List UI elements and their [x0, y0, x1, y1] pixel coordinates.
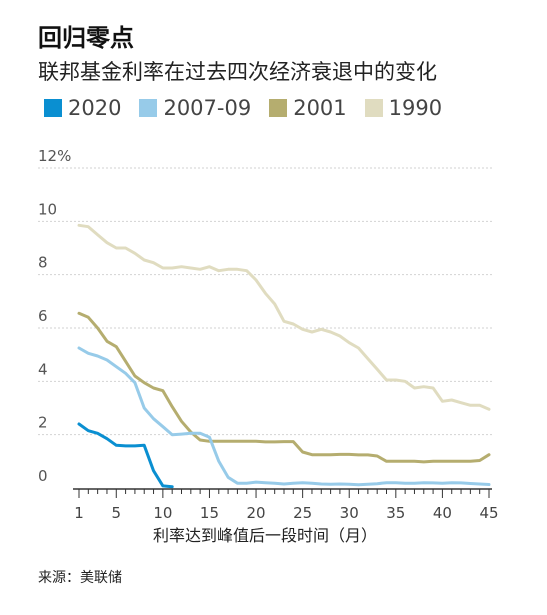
legend-label-2007-09: 2007-09 — [163, 96, 252, 120]
x-tick-label-15: 15 — [200, 504, 219, 522]
legend-swatch-2020 — [44, 99, 62, 117]
legend-item-2001: 2001 — [269, 96, 347, 120]
legend-label-2001: 2001 — [293, 96, 347, 120]
x-tick-label-45: 45 — [479, 504, 498, 522]
x-tick-label-10: 10 — [153, 504, 172, 522]
legend-item-1990: 1990 — [364, 96, 443, 120]
series-line-1990 — [77, 223, 491, 411]
chart-axis: 1 5 10 15 20 25 30 35 40 45 — [73, 488, 499, 522]
x-tick-label-5: 5 — [111, 504, 121, 522]
y-tick-label-6: 6 — [38, 307, 48, 325]
y-tick-label-12: 12% — [38, 147, 71, 165]
x-tick-label-35: 35 — [386, 504, 405, 522]
x-tick-label-30: 30 — [340, 504, 359, 522]
x-tick-label-25: 25 — [293, 504, 312, 522]
x-tick-label-20: 20 — [246, 504, 265, 522]
legend-item-2020: 2020 — [44, 96, 121, 120]
legend-item-2007-09: 2007-09 — [139, 96, 251, 120]
series-line-2001 — [77, 311, 491, 464]
y-tick-label-2: 2 — [38, 414, 48, 432]
legend-label-1990: 1990 — [388, 96, 443, 120]
legend-label-2020: 2020 — [68, 96, 122, 120]
series-line-2020 — [77, 422, 174, 489]
page-title: 回归零点 — [38, 24, 134, 52]
series-line-2007-09 — [77, 346, 491, 487]
y-tick-label-10: 10 — [38, 200, 57, 218]
y-tick-label-0: 0 — [38, 467, 48, 485]
legend: 2020 2007-09 2001 1990 — [44, 96, 460, 120]
y-tick-label-4: 4 — [38, 360, 48, 378]
chart-series — [77, 223, 491, 489]
chart-grid: 0 2 4 6 8 10 12% — [38, 147, 492, 485]
source-note: 来源：美联储 — [38, 570, 122, 586]
x-tick-label-1: 1 — [74, 504, 84, 522]
legend-swatch-2007-09 — [139, 99, 158, 117]
legend-swatch-1990 — [364, 99, 383, 117]
x-tick-label-40: 40 — [433, 504, 452, 522]
y-tick-label-8: 8 — [38, 254, 48, 272]
x-axis-label: 利率达到峰值后一段时间（月） — [153, 526, 377, 545]
legend-swatch-2001 — [269, 99, 288, 117]
page-subtitle: 联邦基金利率在过去四次经济衰退中的变化 — [38, 60, 437, 84]
